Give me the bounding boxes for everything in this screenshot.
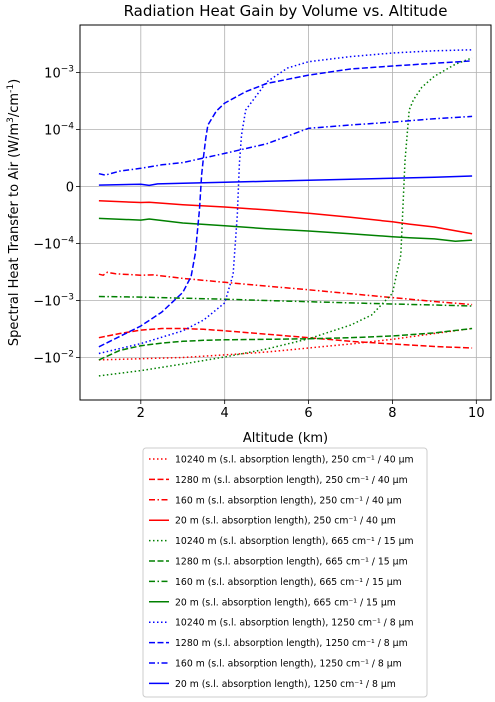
series-line-6 xyxy=(98,327,473,361)
legend-label: 160 m (s.l. absorption length), 1250 cm⁻… xyxy=(175,659,402,670)
legend-label: 160 m (s.l. absorption length), 665 cm⁻¹… xyxy=(175,577,402,588)
y-tick-label: 0 xyxy=(66,181,74,196)
legend-label: 1280 m (s.l. absorption length), 1250 cm… xyxy=(175,638,408,649)
x-tick-label: 2 xyxy=(137,406,145,421)
series-line-8 xyxy=(98,217,473,242)
legend-label: 20 m (s.l. absorption length), 1250 cm⁻¹… xyxy=(175,679,396,690)
grid-lines xyxy=(80,25,491,400)
y-tick-label: −10−2 xyxy=(33,350,74,367)
legend-label: 10240 m (s.l. absorption length), 250 cm… xyxy=(175,455,414,466)
series-line-1 xyxy=(98,327,473,361)
series-line-12 xyxy=(98,175,473,187)
legend: 10240 m (s.l. absorption length), 250 cm… xyxy=(142,447,428,698)
series-line-5 xyxy=(98,57,473,377)
legend-label: 10240 m (s.l. absorption length), 665 cm… xyxy=(175,536,414,547)
x-axis-label: Altitude (km) xyxy=(243,431,328,446)
x-tick-label: 10 xyxy=(468,406,485,421)
axes-frame xyxy=(79,24,492,401)
x-tick-label: 8 xyxy=(388,406,396,421)
series-line-3 xyxy=(98,271,473,306)
legend-label: 1280 m (s.l. absorption length), 665 cm⁻… xyxy=(175,557,408,568)
legend-box xyxy=(142,447,428,698)
series-line-10 xyxy=(98,60,473,348)
series-line-7 xyxy=(98,295,473,307)
legend-label: 160 m (s.l. absorption length), 250 cm⁻¹… xyxy=(175,495,402,506)
y-tick-label: −10−3 xyxy=(33,293,74,310)
legend-label: 20 m (s.l. absorption length), 250 cm⁻¹ … xyxy=(175,516,396,527)
series-layer xyxy=(98,49,473,377)
series-line-2 xyxy=(98,327,473,349)
axis-ticks: 2 4 6 8 10 −10−2 −10−3 −10−4 0 10−4 10−3 xyxy=(33,65,484,422)
series-line-4 xyxy=(98,200,473,235)
legend-label: 1280 m (s.l. absorption length), 250 cm⁻… xyxy=(175,475,408,486)
y-tick-label: 10−4 xyxy=(44,122,74,139)
y-axis-label: Spectral Heat Transfer to Air (W/m3/cm-1… xyxy=(6,79,22,346)
y-tick-label: 10−3 xyxy=(44,65,74,82)
x-tick-label: 6 xyxy=(304,406,312,421)
chart-title: Radiation Heat Gain by Volume vs. Altitu… xyxy=(124,2,448,20)
x-tick-label: 4 xyxy=(221,406,229,421)
legend-label: 20 m (s.l. absorption length), 665 cm⁻¹ … xyxy=(175,597,396,608)
series-line-11 xyxy=(98,115,473,176)
y-tick-label: −10−4 xyxy=(33,236,74,253)
legend-label: 10240 m (s.l. absorption length), 1250 c… xyxy=(175,618,414,629)
